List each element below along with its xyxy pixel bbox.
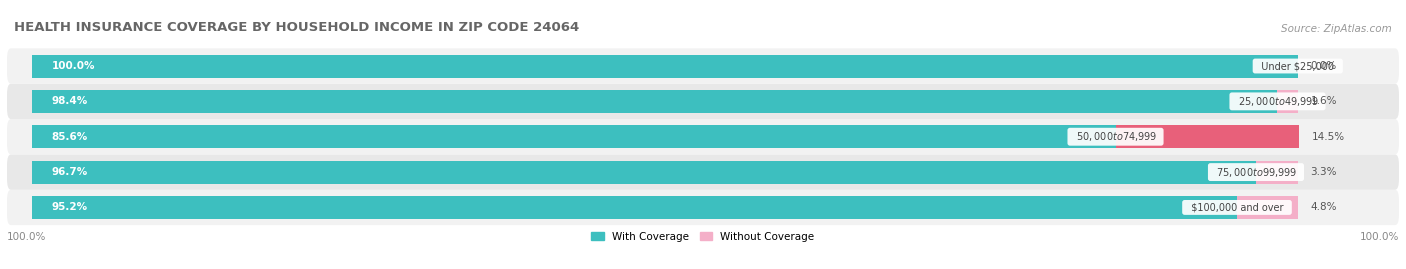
Text: 85.6%: 85.6% xyxy=(52,132,87,142)
FancyBboxPatch shape xyxy=(7,119,1399,154)
Bar xyxy=(32,125,1115,148)
Text: 100.0%: 100.0% xyxy=(52,61,94,71)
Text: $100,000 and over: $100,000 and over xyxy=(1185,203,1289,213)
Text: 98.4%: 98.4% xyxy=(52,96,87,106)
FancyBboxPatch shape xyxy=(7,84,1399,119)
Text: $75,000 to $99,999: $75,000 to $99,999 xyxy=(1211,166,1302,179)
Text: 96.7%: 96.7% xyxy=(52,167,87,177)
Legend: With Coverage, Without Coverage: With Coverage, Without Coverage xyxy=(588,227,818,246)
Bar xyxy=(32,90,1278,113)
Bar xyxy=(1256,161,1298,183)
Text: 95.2%: 95.2% xyxy=(52,203,87,213)
Text: $25,000 to $49,999: $25,000 to $49,999 xyxy=(1232,95,1323,108)
FancyBboxPatch shape xyxy=(7,48,1399,84)
Bar xyxy=(1237,196,1298,219)
FancyBboxPatch shape xyxy=(7,154,1399,190)
Text: 0.0%: 0.0% xyxy=(1310,61,1337,71)
Bar xyxy=(1115,125,1299,148)
Text: Under $25,000: Under $25,000 xyxy=(1256,61,1340,71)
Bar xyxy=(1278,90,1298,113)
Text: 14.5%: 14.5% xyxy=(1312,132,1344,142)
Text: Source: ZipAtlas.com: Source: ZipAtlas.com xyxy=(1281,24,1392,34)
Bar xyxy=(32,161,1256,183)
Text: 4.8%: 4.8% xyxy=(1310,203,1337,213)
FancyBboxPatch shape xyxy=(7,190,1399,225)
Text: 3.3%: 3.3% xyxy=(1310,167,1337,177)
Text: 1.6%: 1.6% xyxy=(1310,96,1337,106)
Text: HEALTH INSURANCE COVERAGE BY HOUSEHOLD INCOME IN ZIP CODE 24064: HEALTH INSURANCE COVERAGE BY HOUSEHOLD I… xyxy=(14,21,579,34)
Text: 100.0%: 100.0% xyxy=(7,232,46,242)
Bar xyxy=(32,55,1298,77)
Text: 100.0%: 100.0% xyxy=(1360,232,1399,242)
Text: $50,000 to $74,999: $50,000 to $74,999 xyxy=(1070,130,1161,143)
Bar xyxy=(32,196,1237,219)
